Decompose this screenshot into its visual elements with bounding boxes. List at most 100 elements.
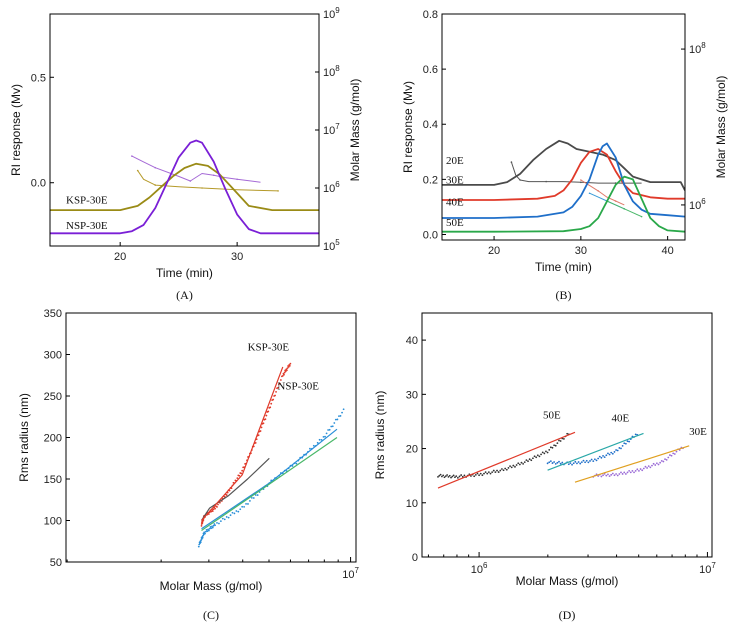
- panel-a: 20 30 0.0 0.5 105 106 107 108 109 Time (min) RI re…: [9, 6, 362, 302]
- molar-mass-point: [236, 178, 238, 181]
- series-label-ksp-30e: KSP-30E: [66, 195, 108, 207]
- data-point: [549, 460, 552, 463]
- data-point: [216, 506, 218, 508]
- data-point: [546, 462, 549, 465]
- data-point: [489, 472, 492, 475]
- data-point: [233, 512, 236, 515]
- series-label-40e: 40E: [612, 412, 630, 424]
- data-point: [644, 465, 647, 468]
- y-tick-label: 30: [406, 389, 418, 401]
- data-point: [579, 462, 582, 465]
- data-point: [642, 467, 645, 470]
- data-point: [486, 472, 489, 475]
- y2-tick-label: 109: [323, 6, 340, 21]
- data-point: [607, 473, 609, 476]
- data-point: [212, 508, 215, 511]
- data-point: [270, 402, 273, 405]
- data-point: [613, 474, 616, 477]
- data-point: [225, 494, 228, 496]
- data-point: [629, 471, 632, 474]
- y2-tick-label: 106: [689, 197, 706, 212]
- data-point: [554, 444, 557, 447]
- data-point: [548, 461, 551, 464]
- data-point: [249, 500, 251, 502]
- series-label-nsp-30e: NSP-30E: [66, 220, 108, 232]
- data-point: [611, 452, 614, 455]
- data-point: [651, 464, 653, 467]
- molar-mass-point: [201, 187, 203, 189]
- x-tick-label: 30: [231, 251, 243, 263]
- data-point: [639, 468, 642, 470]
- data-point: [312, 444, 315, 447]
- data-point: [241, 505, 244, 508]
- data-point: [256, 494, 259, 496]
- data-point: [283, 373, 285, 376]
- data-point: [641, 469, 644, 472]
- data-point: [448, 474, 451, 477]
- data-point: [289, 362, 292, 365]
- data-point: [652, 462, 655, 465]
- data-point: [496, 469, 498, 472]
- data-point: [252, 497, 255, 499]
- data-point: [532, 457, 534, 460]
- data-point: [206, 530, 209, 533]
- data-point: [247, 503, 249, 505]
- data-point: [569, 462, 572, 465]
- data-point: [235, 510, 238, 512]
- y2-tick-label: 108: [323, 64, 340, 79]
- x-tick-label: 20: [488, 245, 500, 257]
- data-point: [598, 455, 601, 458]
- data-point: [510, 466, 513, 469]
- data-point: [572, 462, 575, 465]
- data-point: [201, 522, 204, 524]
- data-point: [225, 516, 228, 518]
- data-point: [334, 418, 337, 421]
- data-point: [309, 447, 311, 450]
- y-tick-label: 350: [44, 308, 62, 320]
- fit-line: [200, 457, 270, 521]
- data-point: [554, 463, 557, 465]
- molar-mass-point: [588, 192, 591, 195]
- data-point: [530, 459, 533, 462]
- data-point: [669, 454, 671, 456]
- series-label-nsp-30e: NSP-30E: [277, 380, 319, 392]
- y-tick-label: 50: [50, 557, 62, 569]
- data-point: [574, 460, 577, 463]
- data-point: [638, 469, 640, 472]
- fit-line: [201, 428, 338, 530]
- ri-curve-20e: [442, 139, 685, 191]
- molar-mass-point: [519, 179, 521, 181]
- series-label-ksp-30e: KSP-30E: [248, 341, 290, 353]
- data-point: [548, 449, 551, 451]
- data-point: [616, 474, 619, 477]
- panel-caption: (B): [556, 288, 572, 302]
- y-tick-label: 0: [412, 552, 418, 564]
- data-point: [636, 468, 639, 471]
- data-point: [199, 541, 202, 544]
- data-point: [473, 475, 476, 478]
- molar-mass-point: [640, 215, 643, 218]
- data-point: [549, 446, 552, 449]
- data-point: [580, 461, 583, 464]
- plot-area-d: [437, 431, 690, 489]
- data-point: [670, 454, 673, 457]
- data-point: [211, 510, 214, 512]
- data-point: [269, 406, 272, 409]
- y-tick-label: 0.5: [31, 72, 46, 84]
- data-point: [553, 444, 556, 447]
- data-point: [217, 503, 219, 506]
- data-point: [286, 367, 289, 370]
- data-point: [474, 473, 477, 476]
- data-point: [605, 454, 608, 457]
- plot-area-b: [442, 139, 685, 233]
- data-point: [328, 428, 331, 431]
- data-point: [621, 444, 624, 447]
- data-point: [285, 369, 288, 372]
- data-point: [279, 382, 281, 385]
- data-point: [558, 439, 560, 442]
- data-point: [517, 462, 520, 465]
- data-point: [338, 415, 340, 418]
- axes-frame-b: [441, 13, 686, 241]
- data-point: [577, 461, 580, 463]
